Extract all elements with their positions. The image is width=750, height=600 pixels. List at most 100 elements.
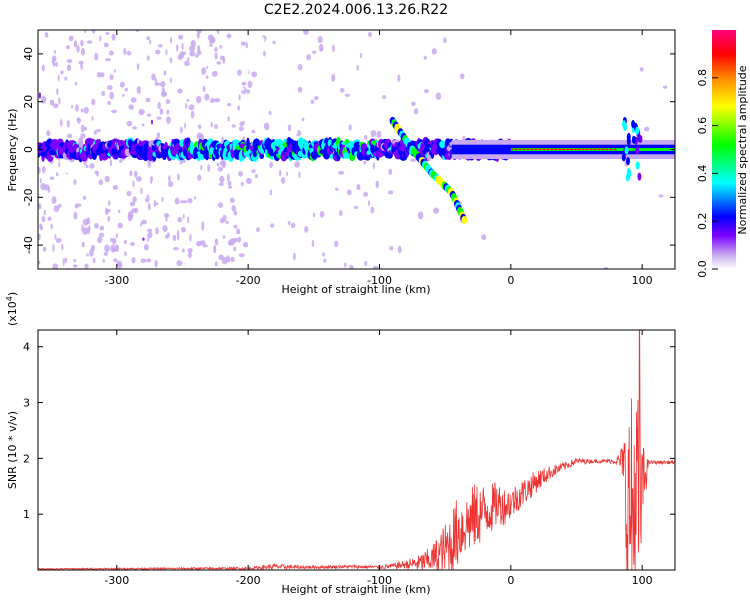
heatmap-speckle — [42, 246, 47, 252]
heatmap-speckle — [131, 208, 137, 213]
heatmap-speckle — [189, 233, 192, 242]
heatmap-speckle — [132, 180, 135, 188]
heatmap-speckle — [373, 247, 378, 256]
heatmap-speckle — [204, 93, 210, 101]
heatmap-speckle — [52, 243, 55, 252]
heatmap-speckle — [143, 190, 147, 199]
heatmap-speckle — [319, 210, 325, 218]
heatmap-speckle — [55, 237, 62, 243]
heatmap-speckle — [209, 43, 213, 48]
heatmap-speckle — [159, 187, 163, 194]
heatmap-speckle — [107, 101, 111, 105]
heatmap-speckle — [112, 204, 118, 209]
heatmap-speckle — [364, 260, 368, 267]
heatmap-speckle — [216, 61, 222, 65]
heatmap-speckle — [423, 55, 427, 60]
heatmap-speckle — [80, 47, 85, 56]
heatmap-line-peak — [613, 148, 617, 150]
heatmap-speckle — [188, 104, 195, 111]
heatmap-speckle — [165, 99, 171, 105]
heatmap-speckle — [126, 190, 132, 197]
heatmap-speckle — [80, 124, 85, 133]
heatmap-line-peak — [518, 148, 522, 150]
heatmap-speckle — [184, 60, 190, 67]
heatmap-speckle — [301, 117, 305, 122]
heatmap-line-peak — [534, 148, 538, 150]
heatmap-speckle — [254, 173, 258, 179]
heatmap-speckle — [344, 93, 350, 97]
heatmap-speckle — [181, 42, 184, 51]
top-x-axis-label: Height of straight line (km) — [281, 283, 430, 296]
heatmap-speckle — [194, 54, 199, 58]
heatmap-speckle — [140, 187, 143, 195]
heatmap-speckle — [180, 262, 187, 269]
heatmap-speckle — [368, 31, 372, 38]
heatmap-speckle — [80, 39, 84, 47]
heatmap-line-peak — [577, 148, 581, 150]
heatmap-speckle — [163, 91, 168, 97]
heatmap-speckle — [54, 234, 57, 240]
heatmap-burst-cell — [638, 134, 643, 143]
heatmap-burst-cell — [631, 135, 636, 144]
heatmap-speckle — [100, 173, 107, 180]
heatmap-speckle — [157, 44, 163, 48]
heatmap-speckle — [64, 53, 69, 58]
heatmap-speckle — [153, 199, 156, 208]
heatmap-speckle — [297, 64, 303, 71]
heatmap-line-peak — [573, 148, 577, 150]
heatmap-speckle — [238, 87, 245, 91]
heatmap-speckle — [363, 191, 369, 198]
heatmap-speckle — [406, 41, 410, 47]
heatmap-speckle — [353, 205, 358, 210]
heatmap-speckle — [158, 57, 163, 64]
heatmap-speckle — [154, 78, 158, 84]
top-y-tick-label: 0 — [22, 146, 35, 153]
heatmap-burst-cell — [626, 132, 631, 141]
heatmap-speckle — [445, 80, 450, 85]
heatmap-speckle — [197, 174, 202, 181]
heatmap-speckle — [39, 177, 42, 184]
heatmap-speckle — [157, 102, 161, 110]
heatmap-speckle — [38, 202, 42, 210]
heatmap-speckle — [231, 124, 236, 128]
heatmap-speckle — [96, 128, 101, 133]
heatmap-speckle — [285, 110, 291, 118]
heatmap-speckle — [331, 44, 335, 53]
heatmap-speckle — [210, 36, 216, 43]
heatmap-speckle — [43, 47, 46, 52]
heatmap-speckle — [82, 227, 88, 235]
heatmap-speckle — [603, 266, 608, 269]
heatmap-speckle — [156, 132, 161, 139]
heatmap-speckle — [101, 90, 106, 96]
heatmap-speckle — [251, 71, 258, 78]
heatmap-speckle — [86, 217, 91, 225]
heatmap-speckle — [96, 72, 102, 78]
heatmap-speckle — [214, 124, 218, 130]
heatmap-speckle — [221, 160, 227, 168]
heatmap-speckle — [219, 175, 225, 183]
top-x-tick-label: 0 — [507, 274, 514, 287]
heatmap-speckle — [94, 52, 99, 61]
heatmap-speckle — [246, 89, 251, 94]
heatmap-speckle — [157, 176, 162, 182]
colorbar-tick-label: 0.4 — [696, 165, 709, 183]
heatmap-speckle — [380, 253, 384, 258]
heatmap-speckle — [161, 196, 164, 203]
heatmap-speckle — [99, 225, 105, 231]
top-x-tick-label: -200 — [236, 274, 261, 287]
heatmap-speckle — [67, 91, 71, 96]
heatmap-speckle — [162, 225, 168, 233]
heatmap-speckle — [61, 170, 67, 178]
heatmap-speckle — [115, 244, 119, 252]
heatmap-speckle — [65, 45, 70, 50]
heatmap-speckle — [184, 122, 187, 129]
heatmap-speckle — [42, 132, 45, 139]
heatmap-speckle — [113, 258, 118, 263]
heatmap-speckle — [129, 170, 133, 177]
heatmap-speckle — [98, 179, 104, 186]
heatmap-speckle — [231, 205, 237, 212]
heatmap-speckle — [389, 246, 394, 251]
heatmap-speckle — [85, 50, 90, 58]
bottom-axis-ticks: -300 -200 -100 0 100 1 2 3 4 — [23, 330, 675, 587]
heatmap-speckle — [236, 230, 241, 235]
